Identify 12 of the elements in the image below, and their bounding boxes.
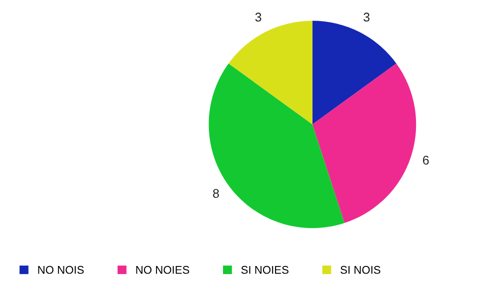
data-label: 3 bbox=[364, 12, 370, 22]
data-label: 8 bbox=[213, 188, 219, 198]
pie-slice bbox=[312, 63, 416, 224]
legend-label: NO NOIES bbox=[136, 266, 190, 274]
legend-label: SI NOIS bbox=[340, 266, 380, 274]
pie-slice bbox=[312, 20, 396, 124]
data-label: 6 bbox=[422, 156, 429, 165]
pie-slice bbox=[208, 63, 344, 228]
legend-label: SI NOIES bbox=[241, 266, 288, 274]
data-label: 3 bbox=[255, 12, 262, 22]
pie-slice bbox=[228, 20, 312, 124]
legend-label: NO NOIS bbox=[38, 266, 84, 274]
